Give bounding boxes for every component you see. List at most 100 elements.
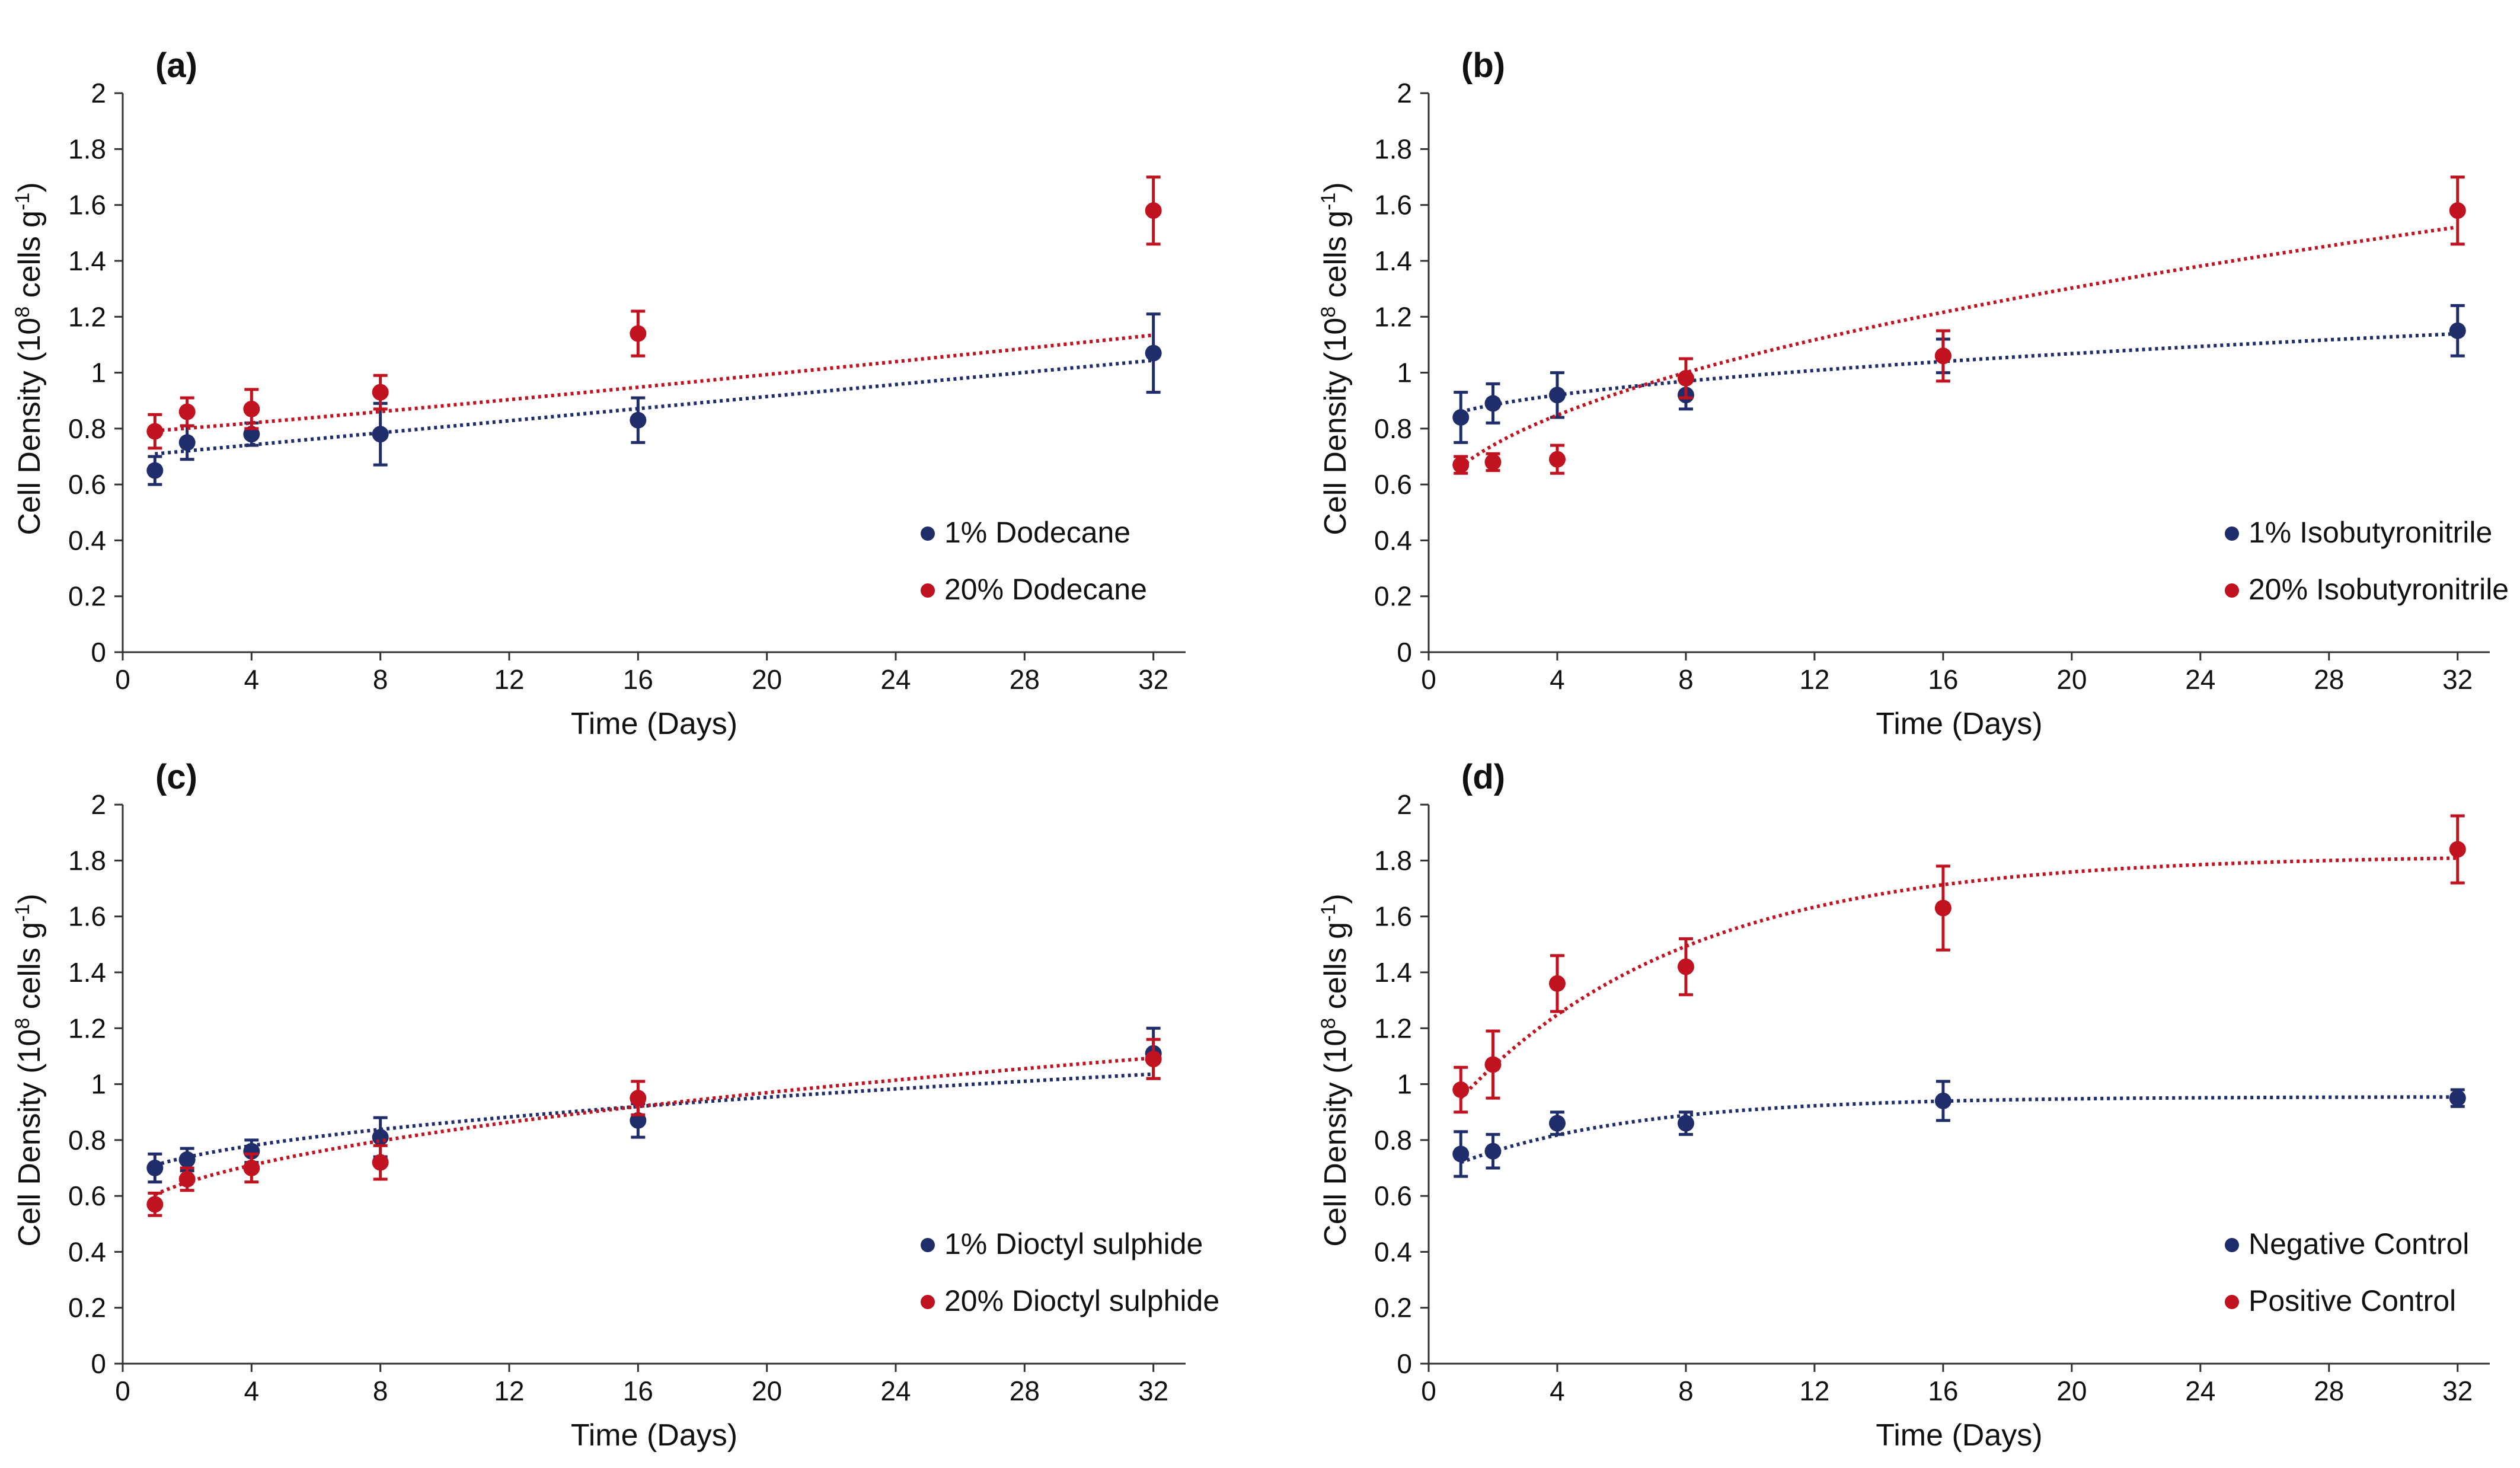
x-tick-label: 8 — [1678, 664, 1694, 695]
y-axis-title-part: ) — [1318, 893, 1353, 904]
y-tick-label: 0 — [1397, 1348, 1412, 1379]
x-tick-label: 24 — [2185, 664, 2215, 695]
y-axis-title-part: Cell Density (10 — [1318, 1029, 1353, 1247]
x-tick-label: 4 — [244, 664, 260, 695]
x-tick-label: 12 — [494, 664, 524, 695]
x-tick-label: 32 — [2442, 1376, 2473, 1406]
data-point — [630, 411, 647, 429]
y-tick-label: 0.6 — [68, 1180, 106, 1211]
y-tick-label: 0.4 — [68, 525, 106, 556]
trendline — [1460, 331, 2458, 414]
y-tick-label: 0.8 — [1374, 413, 1412, 444]
panel-label: (c) — [155, 758, 197, 796]
x-tick-label: 24 — [880, 664, 911, 695]
y-tick-label: 0.4 — [1374, 1236, 1412, 1267]
legend-label: 1% Dodecane — [944, 516, 1130, 549]
data-point — [372, 1154, 389, 1171]
x-tick-label: 4 — [1550, 1376, 1565, 1406]
y-axis-title-part: Cell Density (10 — [12, 1029, 47, 1247]
x-tick-label: 32 — [1138, 664, 1168, 695]
legend-label: 20% Isobutyronitrile — [2248, 573, 2509, 606]
y-tick-label: 0.8 — [1374, 1125, 1412, 1156]
data-point — [1677, 1115, 1694, 1132]
y-tick-label: 0.6 — [1374, 1180, 1412, 1211]
y-axis-title-part: cells g — [1318, 922, 1353, 1018]
legend-label: 20% Dodecane — [944, 573, 1147, 606]
x-tick-label: 16 — [1928, 664, 1958, 695]
legend-marker — [2225, 583, 2239, 598]
y-tick-label: 1.4 — [1374, 957, 1412, 988]
panel-a: 0 4 8 12 16 20 24 28 3200.20.40.60.811.21.41.61.… — [11, 46, 1186, 741]
x-tick-label: 8 — [373, 664, 388, 695]
y-axis-title-superscript: 8 — [11, 307, 34, 318]
data-point — [1484, 454, 1502, 471]
x-tick-label: 20 — [752, 1376, 782, 1406]
x-tick-label: 16 — [1928, 1376, 1958, 1406]
y-tick-label: 1.2 — [1374, 301, 1412, 332]
y-tick-label: 1.4 — [68, 245, 106, 276]
data-point — [178, 403, 196, 420]
y-tick-label: 1 — [1397, 1069, 1412, 1100]
y-tick-label: 1.8 — [1374, 845, 1412, 876]
y-axis-title-superscript: -1 — [1317, 904, 1340, 922]
y-tick-label: 1 — [91, 358, 106, 388]
y-axis-title: Cell Density (108 cells g-1) — [1317, 182, 1353, 535]
x-tick-label: 0 — [1421, 664, 1436, 695]
y-axis-title-part: ) — [12, 893, 47, 904]
data-point — [146, 462, 164, 479]
y-axis-title-superscript: -1 — [1317, 193, 1340, 210]
data-point — [146, 1160, 164, 1176]
x-tick-label: 0 — [115, 664, 130, 695]
y-tick-label: 1.2 — [68, 1013, 106, 1043]
data-point — [1934, 899, 1952, 917]
x-tick-label: 12 — [1799, 1376, 1829, 1406]
data-point — [1934, 347, 1952, 365]
data-point — [1548, 451, 1566, 468]
x-axis-title: Time (Days) — [1876, 707, 2042, 741]
x-tick-label: 32 — [2442, 664, 2473, 695]
x-tick-label: 20 — [2056, 664, 2087, 695]
data-point — [372, 384, 389, 401]
data-point — [1677, 370, 1694, 387]
data-point — [1548, 975, 1566, 992]
y-tick-label: 0.8 — [68, 1125, 106, 1156]
legend-marker — [2225, 1238, 2239, 1252]
data-point — [1548, 387, 1566, 404]
legend-label: 1% Isobutyronitrile — [2248, 516, 2492, 549]
y-tick-label: 0.4 — [68, 1236, 106, 1267]
x-tick-label: 4 — [1550, 664, 1565, 695]
trendline — [1459, 225, 2458, 468]
trendline — [155, 358, 1154, 456]
y-axis-title-superscript: 8 — [1317, 307, 1340, 318]
trendline — [154, 1056, 1154, 1196]
data-point — [1145, 202, 1162, 219]
y-axis-title: Cell Density (108 cells g-1) — [11, 182, 47, 535]
x-tick-label: 20 — [2056, 1376, 2087, 1406]
y-axis-title-superscript: -1 — [11, 193, 34, 210]
x-tick-label: 8 — [1678, 1376, 1694, 1406]
x-tick-label: 8 — [373, 1376, 388, 1406]
y-tick-label: 1.6 — [1374, 901, 1412, 932]
x-tick-label: 12 — [1799, 664, 1829, 695]
y-axis-title-part: ) — [12, 182, 47, 192]
x-tick-label: 12 — [494, 1376, 524, 1406]
data-point — [1548, 1115, 1566, 1132]
x-tick-label: 28 — [1010, 664, 1040, 695]
y-tick-label: 1.4 — [1374, 245, 1412, 276]
data-point — [178, 434, 196, 451]
y-tick-label: 1.2 — [1374, 1013, 1412, 1043]
data-point — [1677, 958, 1694, 975]
y-tick-label: 2 — [1397, 789, 1412, 820]
data-point — [1452, 1145, 1470, 1163]
data-point — [2449, 322, 2466, 339]
x-tick-label: 20 — [752, 664, 782, 695]
data-point — [630, 1090, 647, 1107]
legend-marker — [921, 1238, 935, 1252]
data-point — [1484, 1143, 1502, 1160]
data-point — [1145, 1051, 1162, 1068]
data-point — [146, 423, 164, 440]
data-point — [1452, 409, 1470, 426]
legend-marker — [921, 526, 935, 541]
data-point — [2449, 841, 2466, 858]
